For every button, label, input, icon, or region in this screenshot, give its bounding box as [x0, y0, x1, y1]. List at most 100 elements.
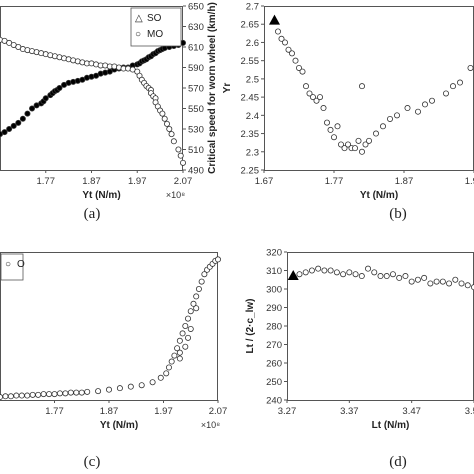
data-point-series0 — [56, 390, 63, 397]
data-point-series0 — [127, 383, 134, 390]
data-point-series0 — [393, 112, 400, 119]
data-point-series0 — [73, 389, 80, 396]
data-point-series0 — [40, 391, 47, 398]
data-point-series0 — [165, 364, 172, 371]
legend-symbol: △ — [135, 13, 143, 24]
data-point-series0 — [171, 352, 178, 359]
data-point-series0 — [149, 379, 156, 386]
x-tick-label: 3.57 — [465, 406, 474, 417]
panel-caption: (a) — [84, 206, 101, 222]
data-point-series0 — [467, 64, 474, 71]
data-point-series0 — [327, 126, 334, 133]
y-tick-label: 2.5 — [246, 74, 259, 85]
data-point-series0 — [337, 141, 344, 148]
data-point-series0 — [193, 293, 200, 300]
y-axis-label-right: Critical speed for worn wheel (km/h) — [207, 2, 218, 174]
data-point-series0 — [7, 393, 14, 400]
y-tick-label: 510 — [188, 145, 204, 156]
data-point-series0 — [2, 393, 9, 400]
data-point-series0 — [402, 273, 409, 280]
data-point-series0 — [187, 308, 194, 315]
data-point-mo — [166, 126, 173, 133]
x-exponent-label: ×10⁸ — [201, 420, 220, 430]
data-point-series0 — [313, 97, 320, 104]
y-tick-label: 490 — [188, 166, 204, 177]
data-point-series0 — [464, 282, 471, 289]
data-point-series0 — [29, 391, 36, 398]
data-point-series0 — [176, 355, 183, 362]
data-point-series0 — [116, 385, 123, 392]
data-point-series0 — [408, 278, 415, 285]
data-point-series0 — [351, 145, 358, 152]
y-tick-label: 2.25 — [241, 166, 260, 177]
y-tick-label: 610 — [188, 43, 204, 54]
data-point-series0 — [334, 123, 341, 130]
data-point-series0 — [379, 123, 386, 130]
data-point-series0 — [320, 105, 327, 112]
data-point-series0 — [13, 392, 20, 399]
y-tick-label: 550 — [188, 104, 204, 115]
panel-caption: (c) — [84, 454, 101, 470]
data-point-so — [10, 122, 17, 129]
chart-b: 1.67 1.77 1.87 1.97 Yt (N/m) 2.25 2.3 2.35 2.4 2.… — [222, 2, 474, 222]
data-point-mo — [177, 152, 184, 159]
data-point-series0 — [456, 79, 463, 86]
x-tick-label: 1.87 — [100, 406, 119, 417]
data-point-series0 — [185, 334, 192, 341]
x-axis-label: Yt (N/m) — [100, 420, 138, 431]
data-point-series0 — [362, 141, 369, 148]
data-point-series0 — [414, 108, 421, 115]
data-point-series0 — [442, 90, 449, 97]
data-point-series0 — [371, 269, 378, 276]
data-point-series0 — [195, 285, 202, 292]
data-point-series0 — [341, 145, 348, 152]
y-tick-label: 630 — [188, 22, 204, 33]
data-point-mo — [159, 110, 166, 117]
y-tick-label: 290 — [266, 303, 282, 314]
data-point-series0 — [62, 390, 69, 397]
start-point-triangle — [269, 14, 280, 25]
y-tick-label: 2.55 — [241, 56, 260, 67]
data-point-series0 — [18, 392, 25, 399]
x-tick-label: 1.77 — [325, 176, 344, 187]
data-point-series0 — [24, 392, 31, 399]
x-tick-label: 1.67 — [255, 176, 274, 187]
data-point-series0 — [386, 115, 393, 122]
data-point-series0 — [281, 39, 288, 46]
data-point-series0 — [163, 370, 170, 377]
data-point-series0 — [51, 391, 58, 398]
data-point-series0 — [358, 148, 365, 155]
start-point-triangle — [287, 270, 299, 281]
y-axis-label: Yr — [222, 83, 233, 94]
data-point-series0 — [295, 64, 302, 71]
legend: ○ O — [0, 253, 25, 281]
y-tick-label: 240 — [266, 396, 282, 407]
y-tick-label: 530 — [188, 125, 204, 136]
data-point-series0 — [315, 265, 322, 272]
legend-label: SO — [147, 13, 162, 24]
y-tick-label: 2.3 — [246, 147, 259, 158]
data-point-mo — [168, 131, 175, 138]
data-point-series0 — [421, 274, 428, 281]
data-point-series0 — [299, 68, 306, 75]
x-tick-label: 1.97 — [128, 176, 147, 187]
data-point-series0 — [352, 271, 359, 278]
data-point-series0 — [428, 97, 435, 104]
x-tick-label: 1.97 — [154, 406, 173, 417]
data-point-series0 — [427, 280, 434, 287]
data-point-so — [6, 126, 13, 133]
y-tick-label: 590 — [188, 63, 204, 74]
data-point-series0 — [296, 271, 303, 278]
plot-frame — [264, 6, 474, 171]
data-point-series0 — [396, 274, 403, 281]
x-axis-label: Yt (N/m) — [82, 190, 120, 201]
data-point-series0 — [344, 141, 351, 148]
data-point-series0 — [35, 391, 42, 398]
data-point-series0 — [333, 269, 340, 276]
data-point-series0 — [67, 389, 74, 396]
y-tick-label: 2.65 — [241, 20, 260, 31]
data-point-series0 — [285, 46, 292, 53]
x-tick-label: 1.87 — [82, 176, 101, 187]
x-tick-label: 1.97 — [465, 176, 474, 187]
data-point-series0 — [157, 374, 164, 381]
